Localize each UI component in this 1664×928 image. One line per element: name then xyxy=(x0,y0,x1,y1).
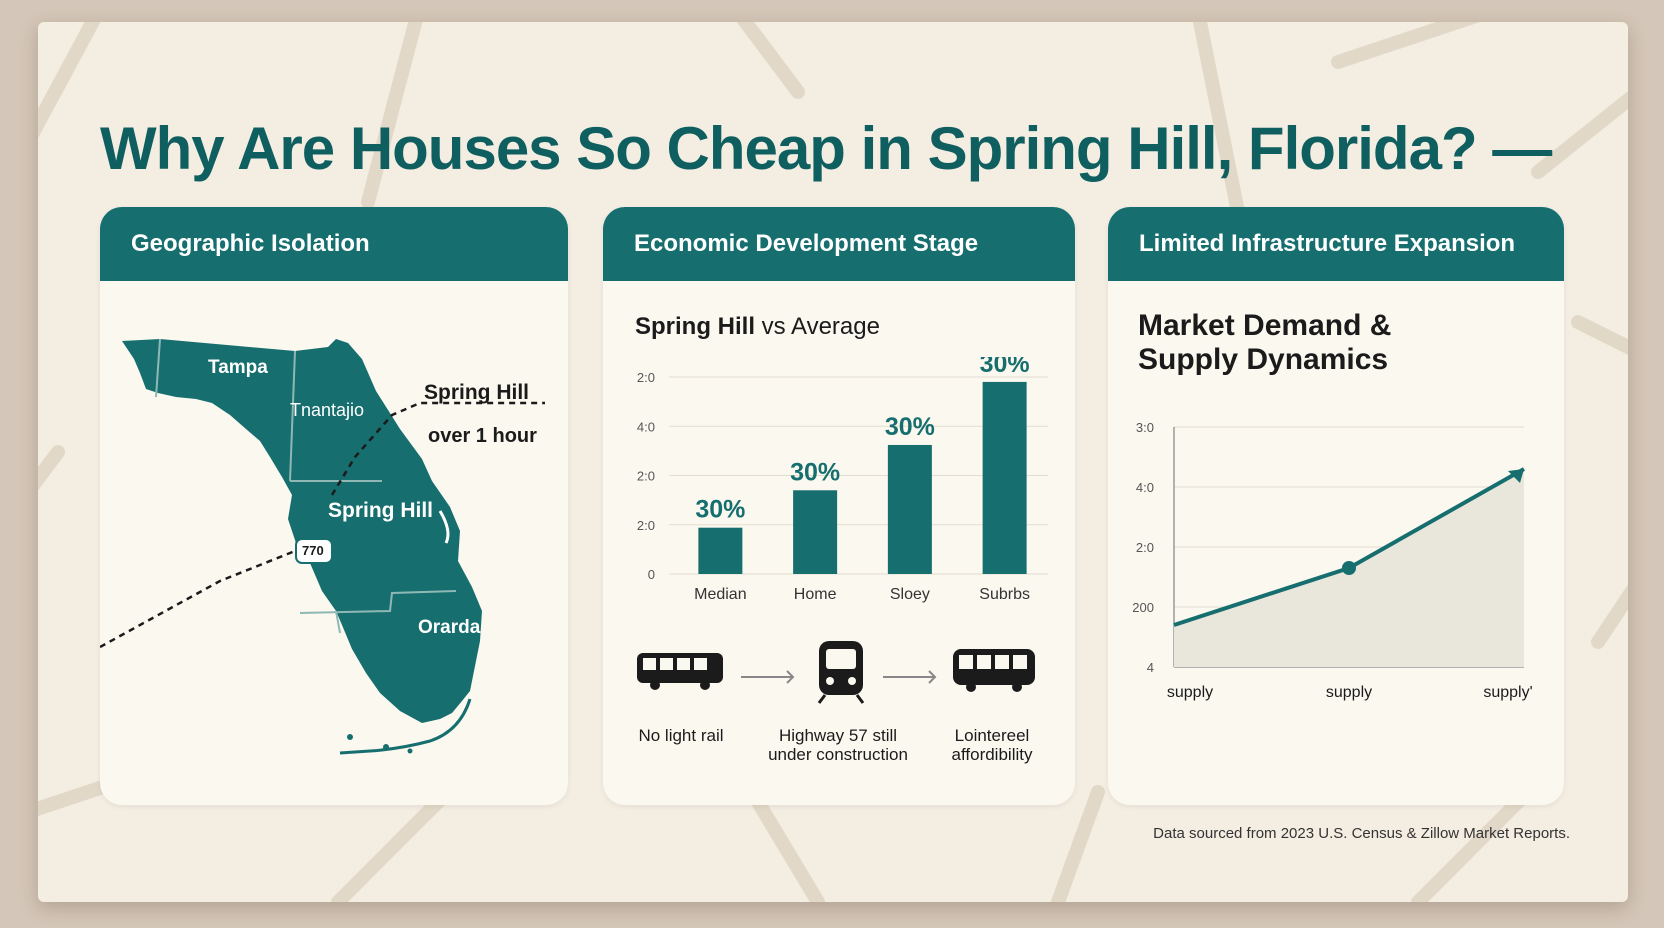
y-tick-label: 200 xyxy=(1132,600,1154,615)
y-tick-label: 4:0 xyxy=(637,419,655,434)
line-chart-title: Market Demand & Supply Dynamics xyxy=(1138,309,1392,376)
card-heading: Geographic Isolation xyxy=(100,207,568,281)
chart-title-rest: vs Average xyxy=(755,313,880,340)
bar-data-label: 30% xyxy=(695,496,745,524)
bar-chart: 0 2:0 2:0 4:0 2:0 30% Median 30% Home 30% Sloey 30%… xyxy=(637,357,1048,603)
arrow-right-icon xyxy=(741,670,795,684)
map-label-inland: Tnantajio xyxy=(290,400,365,420)
bar-data-label: 30% xyxy=(885,413,935,441)
infrastructure-card: Limited Infrastructure Expansion Market … xyxy=(1108,207,1564,805)
bar xyxy=(793,490,838,574)
bar-data-label: 30% xyxy=(980,357,1030,378)
card-heading: Limited Infrastructure Expansion xyxy=(1108,207,1564,281)
map-label-orlando: Orarda xyxy=(418,617,481,638)
card-heading: Economic Development Stage xyxy=(603,207,1075,281)
bar xyxy=(698,527,743,574)
y-tick-label: 2:0 xyxy=(637,518,655,533)
x-tick-label: supply xyxy=(1326,684,1372,701)
y-tick-label: 0 xyxy=(648,567,655,582)
florida-shape xyxy=(122,339,482,723)
caption-no-light-rail: No light rail xyxy=(638,726,724,745)
y-tick-label: 3:0 xyxy=(1136,420,1154,435)
arrow-head-icon xyxy=(1508,469,1524,483)
x-tick-label: supply' xyxy=(1483,684,1532,701)
caption-highway-construction: Highway 57 still under construction xyxy=(768,726,908,764)
florida-map xyxy=(100,338,545,755)
data-point xyxy=(1342,561,1356,575)
source-footnote: Data sourced from 2023 U.S. Census & Zil… xyxy=(1153,825,1570,842)
spring-hill-callout: Spring Hill xyxy=(424,381,529,404)
infographic-paper: Why Are Houses So Cheap in Spring Hill, … xyxy=(38,22,1628,902)
bar xyxy=(887,444,932,574)
map-label-tampa: Tampa xyxy=(208,357,268,378)
bar xyxy=(982,381,1027,574)
geographic-isolation-card: Geographic Isolation Tampa Tnantajio Spr… xyxy=(100,207,568,805)
route-line-north xyxy=(330,401,545,496)
distance-callout: over 1 hour xyxy=(428,425,537,447)
route-line-south xyxy=(100,547,301,649)
arrow-right-icon xyxy=(883,670,937,684)
x-tick-label: Subrbs xyxy=(979,586,1030,603)
y-tick-label: 2:0 xyxy=(1136,540,1154,555)
economic-development-card: Economic Development Stage Spring Hill v… xyxy=(603,207,1075,805)
x-tick-label: Home xyxy=(794,586,837,603)
y-tick-label: 4 xyxy=(1147,660,1154,675)
map-label-spring-hill: Spring Hill xyxy=(328,499,433,522)
x-tick-label: supply xyxy=(1167,684,1213,701)
y-tick-label: 2:0 xyxy=(637,370,655,385)
page-title: Why Are Houses So Cheap in Spring Hill, … xyxy=(100,115,1552,182)
highway-shield xyxy=(295,538,333,564)
y-tick-label: 2:0 xyxy=(637,469,655,484)
x-tick-label: Sloey xyxy=(890,586,930,603)
bus-icon xyxy=(637,653,723,690)
transit-icons-row xyxy=(637,641,1035,704)
bar-data-label: 30% xyxy=(790,458,840,486)
bus-icon xyxy=(953,649,1035,692)
caption-affordability: Lointereel affordibility xyxy=(951,726,1033,764)
x-tick-label: Median xyxy=(694,586,746,603)
tram-icon xyxy=(817,641,865,704)
line-chart: 4 200 2:0 4:0 3:0 supply supply supply' xyxy=(1132,420,1532,701)
chart-title-highlight: Spring Hill xyxy=(635,313,755,340)
bar-chart-title: Spring Hill vs Average xyxy=(635,313,880,341)
y-tick-label: 4:0 xyxy=(1136,480,1154,495)
highway-number: 770 xyxy=(302,543,324,558)
